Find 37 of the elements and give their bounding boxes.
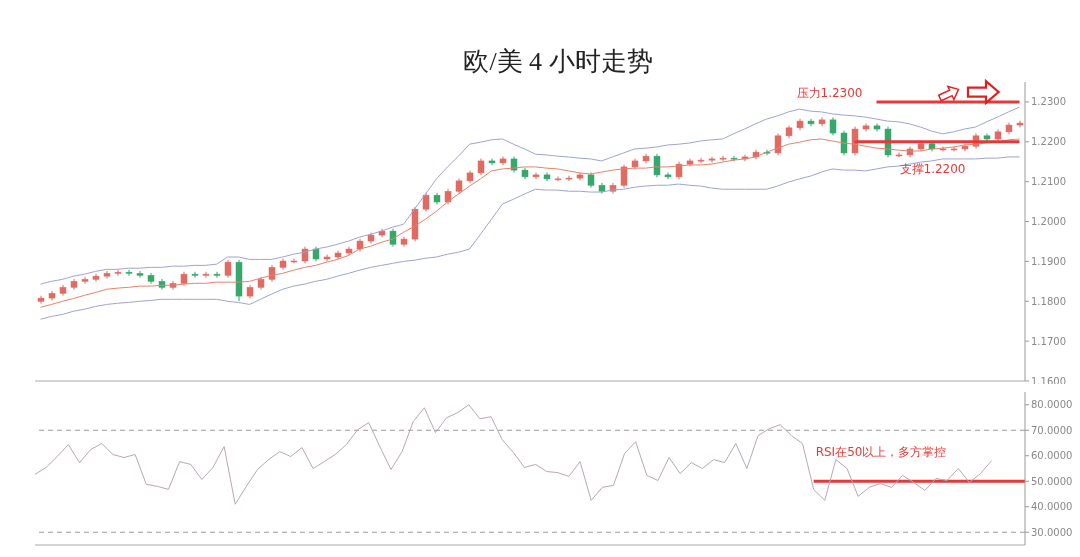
y-tick-label: 40.0000 — [1031, 501, 1073, 513]
candlestick — [202, 271, 210, 279]
candlestick — [103, 270, 111, 280]
candlestick — [125, 269, 133, 277]
candlestick — [620, 164, 628, 189]
line-series — [40, 156, 1020, 320]
y-tick-label: 1.1700 — [1031, 335, 1066, 347]
candlestick — [136, 270, 144, 279]
ref-line-label: 压力1.2300 — [796, 85, 863, 100]
candlestick — [213, 271, 221, 279]
chart-title: 欧/美 4 小时走势 — [462, 46, 654, 78]
y-tick-label: 60.0000 — [1031, 450, 1073, 462]
ref-line-label: RSI在50以上，多方掌控 — [815, 445, 947, 460]
y-tick-label: 80.0000 — [1031, 399, 1073, 411]
y-tick-label: 1.2000 — [1031, 216, 1066, 228]
y-tick-label: 30.0000 — [1031, 526, 1073, 538]
y-tick-label: 1.1800 — [1031, 295, 1066, 307]
line-series — [40, 106, 1020, 285]
candlestick — [653, 153, 661, 178]
candlestick — [851, 126, 859, 156]
candlestick — [840, 130, 848, 156]
candlestick — [708, 156, 716, 164]
candlestick — [92, 273, 100, 283]
y-tick-label: 50.0000 — [1031, 475, 1073, 487]
y-tick-label: 70.0000 — [1031, 424, 1073, 436]
y-tick-label: 1.2100 — [1031, 176, 1066, 188]
ref-line-label: 支撑1.2200 — [899, 161, 966, 176]
y-tick-label: 1.2300 — [1031, 96, 1066, 108]
y-tick-label: 1.2200 — [1031, 136, 1066, 148]
candlestick — [422, 192, 430, 213]
line-series — [40, 138, 1020, 308]
candlestick — [81, 276, 89, 285]
y-tick-label: 1.1900 — [1031, 255, 1066, 267]
line-series — [34, 404, 993, 505]
y-tick-label: 1.1600 — [1031, 375, 1066, 387]
candlestick — [191, 271, 199, 279]
candlestick — [114, 269, 122, 277]
